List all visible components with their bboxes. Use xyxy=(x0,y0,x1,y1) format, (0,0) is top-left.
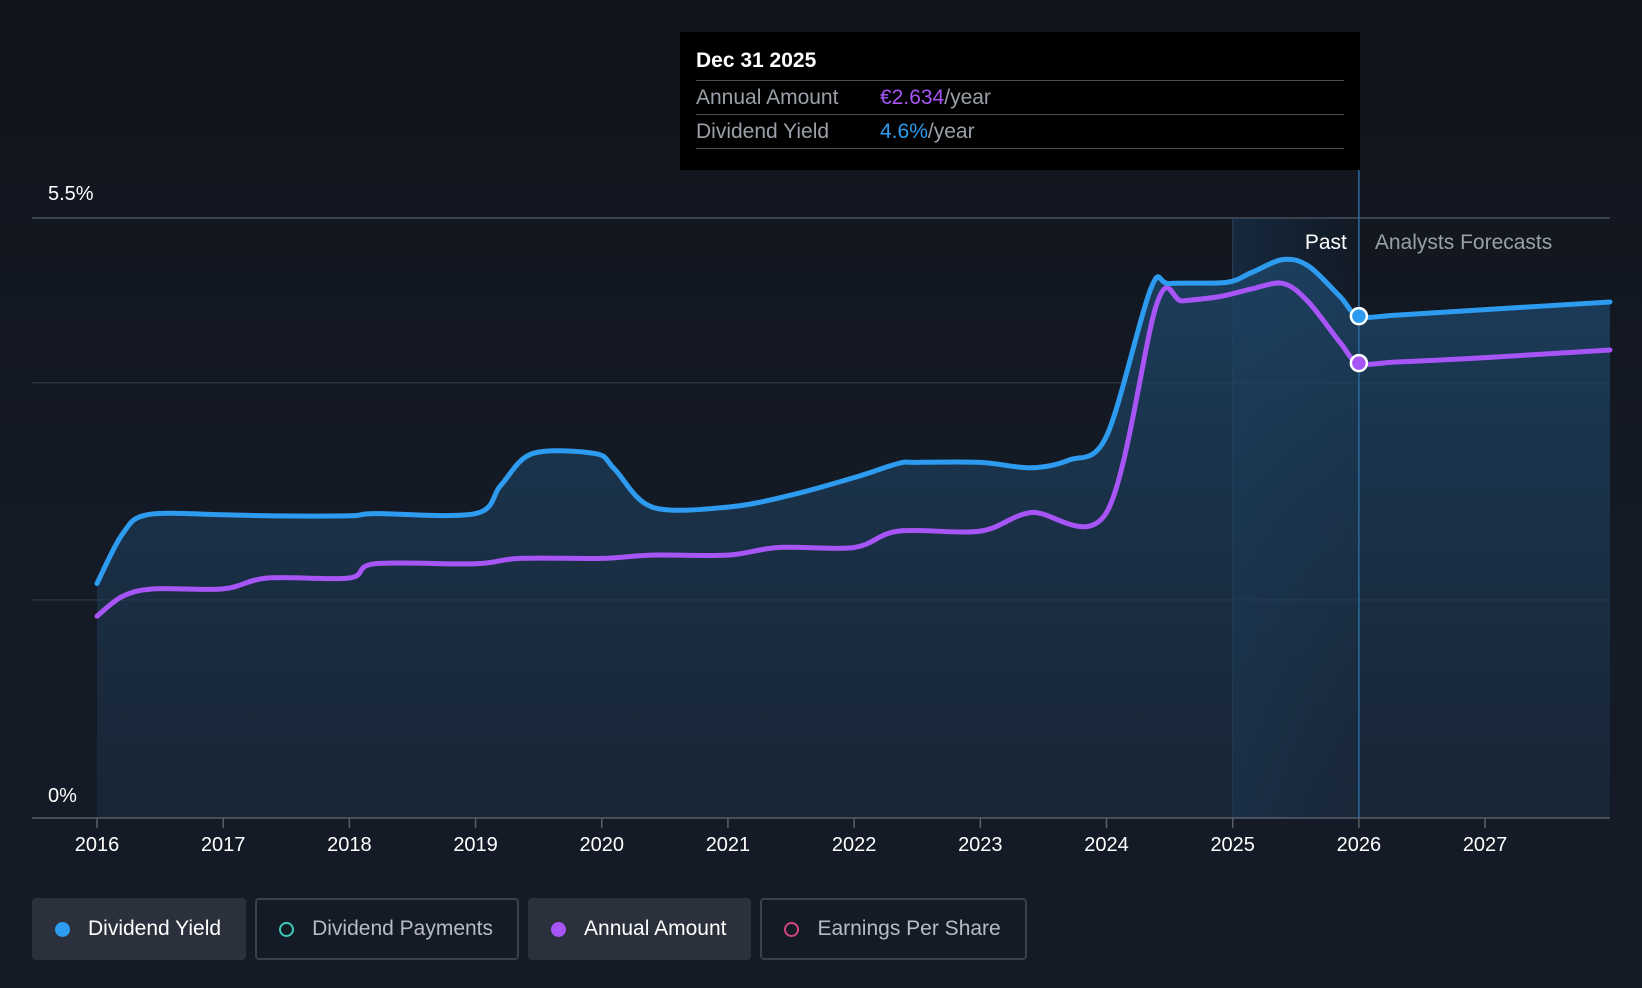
y-tick-label-bottom: 0% xyxy=(48,785,77,807)
x-tick-label-2025: 2025 xyxy=(1210,834,1255,856)
x-tick-label-2024: 2024 xyxy=(1084,834,1129,856)
x-tick-label-2019: 2019 xyxy=(453,834,498,856)
tooltip-date: Dec 31 2025 xyxy=(696,46,1344,81)
tooltip-annual-amount-label: Annual Amount xyxy=(696,86,839,109)
dividend-payments-ring-icon xyxy=(279,921,295,937)
x-tick-label-2023: 2023 xyxy=(958,834,1003,856)
x-tick-label-2027: 2027 xyxy=(1463,834,1508,856)
legend-annual-amount-label: Annual Amount xyxy=(584,917,727,940)
legend: Dividend Yield Dividend Payments Annual … xyxy=(32,898,1027,960)
tooltip-dividend-yield-unit: /year xyxy=(927,120,975,143)
legend-dividend-yield-label: Dividend Yield xyxy=(88,917,222,940)
dividend-yield-area xyxy=(97,259,1610,818)
dividend-yield-marker xyxy=(1349,306,1369,326)
tooltip-row-annual-amount: Annual Amount €2.634/year xyxy=(696,81,1344,115)
dividend-yield-line xyxy=(94,256,1613,586)
tooltip: Dec 31 2025 Annual Amount €2.634/year Di… xyxy=(680,32,1360,170)
x-tick-label-2017: 2017 xyxy=(201,834,246,856)
tooltip-row-dividend-yield: Dividend Yield 4.6%/year xyxy=(696,115,1344,149)
tooltip-annual-amount-value: €2.634 xyxy=(880,86,945,109)
x-tick-label-2020: 2020 xyxy=(580,834,625,856)
x-tick-label-2018: 2018 xyxy=(327,834,372,856)
y-tick-label-top: 5.5% xyxy=(48,183,94,205)
x-tick-label-2016: 2016 xyxy=(75,834,120,856)
tooltip-dividend-yield-label: Dividend Yield xyxy=(696,120,830,143)
legend-dividend-yield[interactable]: Dividend Yield xyxy=(32,898,247,960)
tooltip-dividend-yield-value: 4.6% xyxy=(880,120,928,143)
x-tick-label-2022: 2022 xyxy=(832,834,877,856)
forecast-label: Analysts Forecasts xyxy=(1375,231,1552,254)
x-tick-label-2026: 2026 xyxy=(1337,834,1382,856)
legend-dividend-payments[interactable]: Dividend Payments xyxy=(255,898,520,960)
annual-amount-dot-icon xyxy=(551,921,567,937)
legend-dividend-payments-label: Dividend Payments xyxy=(312,917,494,940)
legend-annual-amount[interactable]: Annual Amount xyxy=(528,898,752,960)
tooltip-annual-amount-unit: /year xyxy=(944,86,991,109)
dividend-yield-dot-icon xyxy=(55,921,70,937)
x-tick-label-2021: 2021 xyxy=(706,834,751,856)
legend-earnings-per-share-label: Earnings Per Share xyxy=(817,917,1001,940)
past-label: Past xyxy=(1305,231,1347,254)
earnings-per-share-ring-icon xyxy=(784,921,800,937)
annual-amount-marker xyxy=(1349,353,1369,373)
annual-amount-line xyxy=(94,280,1613,619)
legend-earnings-per-share[interactable]: Earnings Per Share xyxy=(760,898,1027,960)
